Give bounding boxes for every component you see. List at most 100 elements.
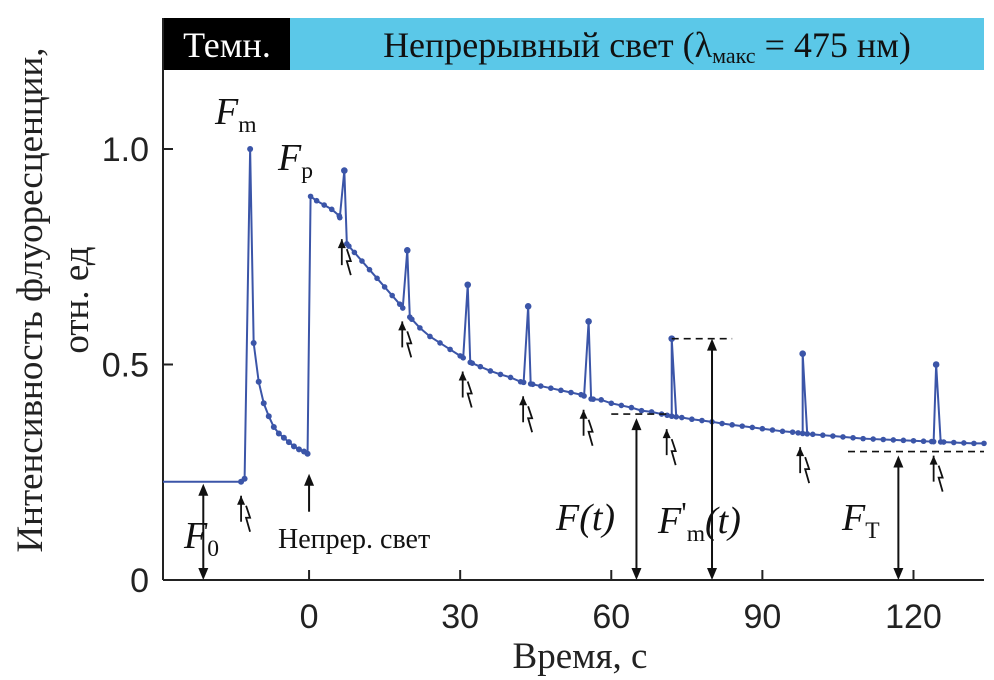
arrow-head-down [631, 568, 642, 580]
data-point [739, 423, 746, 429]
data-point [673, 414, 680, 420]
data-point [638, 407, 645, 414]
data-point [447, 346, 453, 353]
flash-arrow-head [337, 239, 346, 249]
ft-arrow [631, 418, 642, 580]
flash-marker [796, 447, 811, 484]
data-point [618, 402, 625, 409]
flash-peak-point [464, 281, 472, 289]
data-point [961, 440, 967, 446]
f0-arrow [198, 483, 209, 580]
data-point [699, 417, 705, 424]
data-point [950, 439, 957, 446]
data-point [270, 423, 277, 430]
flash-arrow-head [519, 396, 528, 406]
data-point [890, 437, 897, 443]
y-axis-title-line2: отн. ед [56, 246, 97, 353]
data-point [581, 393, 587, 399]
arrow-head-down [893, 568, 904, 580]
data-point [749, 424, 756, 431]
flash-marker [458, 371, 473, 408]
data-point [820, 432, 826, 438]
data-point [860, 435, 866, 442]
data-point [870, 436, 876, 442]
data-point [285, 439, 292, 446]
data-point [409, 316, 415, 323]
data-point [568, 389, 574, 396]
data-point [729, 422, 735, 428]
data-point [260, 400, 267, 407]
data-point [313, 197, 320, 204]
data-point [910, 437, 917, 444]
flash-marker [519, 396, 534, 433]
data-point [351, 249, 358, 256]
data-point [366, 266, 373, 273]
flash-marker [662, 429, 677, 466]
data-point [678, 414, 685, 421]
data-point [427, 333, 433, 340]
flash-marker [337, 239, 353, 276]
data-point [981, 440, 987, 447]
flash-arrow-head [237, 495, 246, 505]
arrow-head-up [893, 455, 904, 468]
header-light-segment [290, 18, 984, 70]
data-point [940, 439, 947, 445]
data-point [830, 433, 836, 439]
data-point [795, 430, 801, 436]
x-tick-label: 90 [743, 598, 781, 636]
fm-label: Fm [214, 91, 257, 138]
data-point [759, 425, 766, 432]
x-tick-label: 30 [441, 598, 479, 636]
fmt-arrow [707, 338, 718, 580]
data-point [460, 355, 466, 361]
data-point [477, 363, 484, 370]
data-point [799, 430, 806, 437]
flash-peak-point [403, 246, 411, 254]
header-light-label: Непрерывный свет (λмакс = 475 нм) [383, 25, 911, 68]
y-tick-label: 0.5 [102, 347, 149, 385]
data-point [769, 427, 776, 433]
data-point [804, 431, 811, 437]
x-axis-title: Время, с [513, 636, 648, 677]
data-point [689, 416, 695, 423]
header-dark-segment [163, 18, 290, 70]
data-point [280, 434, 287, 441]
flash-peak-point [341, 167, 348, 174]
data-point [598, 397, 605, 403]
y-tick-label: 1.0 [102, 131, 149, 169]
flash-marker [579, 409, 594, 446]
x-tick-label: 0 [300, 598, 319, 636]
data-point [789, 429, 796, 435]
data-point [374, 275, 380, 282]
light-on-label: Непрер. свет [278, 524, 430, 555]
flash-bolt-icon [406, 331, 413, 358]
data-point [920, 438, 927, 445]
continuous-light-line [306, 170, 984, 454]
data-point [295, 446, 302, 453]
data-point [497, 371, 504, 378]
data-point [321, 202, 327, 208]
data-point [255, 378, 262, 385]
y-axis-title-line1: Интенсивность флуоресценции, [10, 47, 51, 552]
data-point [779, 428, 786, 435]
data-point [290, 443, 297, 450]
arrow-head-down [707, 568, 718, 580]
data-point [381, 284, 388, 290]
data-point [558, 387, 564, 394]
data-point [608, 400, 615, 407]
f0-label: F0 [183, 515, 219, 562]
data-point [590, 396, 596, 402]
flash-marker [237, 495, 252, 532]
header-dark-label: Темн. [183, 25, 271, 65]
flash-arrow-head [458, 371, 467, 381]
flash-peak-point [585, 318, 592, 325]
data-point [520, 379, 527, 386]
data-point [880, 436, 887, 443]
data-point [668, 413, 675, 420]
data-point [389, 292, 395, 299]
arrow-head-up [707, 338, 718, 351]
data-point [399, 305, 406, 311]
data-point [487, 368, 494, 374]
fmt-label: F'm(t) [657, 496, 741, 547]
